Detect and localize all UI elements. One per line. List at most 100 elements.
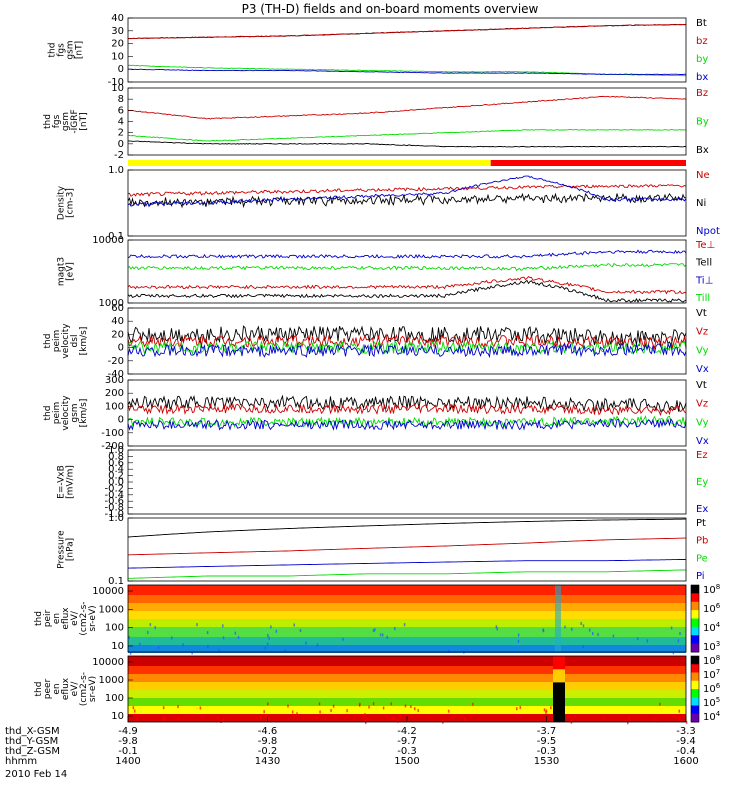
y-axis-label: [km/s] (79, 399, 89, 428)
spectrum-band (128, 631, 686, 633)
colorbar-label: 103 (703, 640, 720, 653)
spectrum-speckle (656, 719, 658, 723)
colorbar-label: 108 (703, 654, 720, 667)
x-axis-value: -9.4 (676, 736, 696, 747)
x-axis-value: 1530 (534, 756, 559, 767)
y-tick-label: 0.6 (108, 458, 124, 469)
x-axis-value: -9.5 (537, 736, 557, 747)
spectrum-speckle (393, 716, 396, 720)
colorbar-swatch (691, 680, 699, 690)
y-tick-label: 60 (111, 303, 124, 314)
spectrum-speckle (222, 636, 225, 640)
colorbar-frame (690, 655, 700, 723)
series-line (127, 418, 687, 431)
spectrum-speckle (139, 642, 141, 646)
spectrum-band (128, 704, 686, 706)
x-axis-value: -3.7 (537, 726, 557, 737)
colorbar-label: 104 (703, 710, 721, 723)
spectrum-burst (553, 669, 565, 683)
spectrum-band (128, 607, 686, 609)
series-line (127, 184, 687, 198)
spectrum-band (128, 623, 686, 625)
spectrum-speckle (550, 706, 552, 710)
y-tick-label: 6 (118, 105, 124, 116)
spectrum-speckle (627, 721, 629, 725)
x-axis-value: 1600 (673, 756, 698, 767)
spectrum-speckle (299, 629, 302, 633)
spectrum-band (128, 666, 686, 668)
y-tick-label: 40 (111, 13, 124, 24)
spectrum-speckle (207, 645, 209, 649)
spectrum-speckle (267, 702, 269, 706)
spectrum-speckle (679, 632, 681, 636)
y-tick-label: 0 (118, 139, 124, 150)
colorbar-label: 104 (703, 621, 721, 634)
y-tick-label: 0.1 (108, 576, 124, 587)
legend-label: Pe (696, 553, 708, 564)
spectrum-speckle (220, 719, 222, 723)
series-line (127, 140, 687, 148)
spectrum-band (128, 676, 686, 678)
spectrum-speckle (177, 717, 180, 721)
colorbar-swatch (691, 672, 699, 682)
y-axis-label: (cm2-s- (79, 672, 89, 706)
spectrum-band (128, 658, 686, 660)
y-tick-label: 10 (111, 51, 124, 62)
spectrum-speckle (129, 651, 132, 655)
y-tick-label: -40 (108, 369, 124, 380)
spectrum-band (128, 593, 686, 595)
colorbar-label: 107 (703, 668, 720, 681)
legend-label: Pi (696, 571, 705, 582)
y-tick-label: 1.0 (108, 513, 124, 524)
x-axis-value: 1400 (115, 756, 140, 767)
y-axis-label: gsm (61, 112, 71, 131)
colorbar-swatch (691, 593, 699, 603)
spectrum-band (128, 674, 686, 676)
spectrum-band (128, 662, 686, 664)
x-axis-value: -3.3 (676, 726, 696, 737)
y-axis-label: [cm-3] (66, 188, 76, 218)
spectrum-speckle (545, 709, 548, 713)
y-tick-label: 0.0 (108, 477, 124, 488)
spectrum-band (128, 635, 686, 637)
panel-6: -200 -100 0 100 200 300 Vt Vz Vy Vx thd peim velocit… (43, 375, 709, 452)
colorbar-swatch (691, 689, 699, 698)
x-axis-value: -0.4 (676, 746, 696, 757)
spectrum-speckle (582, 624, 585, 628)
y-axis-label: en (52, 613, 62, 624)
legend-label: Ex (696, 504, 708, 515)
y-axis-label: dsl (70, 335, 80, 348)
spectrum-speckle (582, 645, 585, 649)
spectrum-speckle (597, 633, 599, 637)
spectrum-gap (555, 585, 561, 652)
spectrum-speckle (543, 708, 546, 712)
y-axis-label: velocity (61, 323, 71, 359)
spectrum-band (128, 589, 686, 591)
y-axis-label: -IGRF (70, 109, 80, 133)
spectrum-speckle (346, 709, 348, 713)
x-axis-labels: thd_X-GSMthd_Y-GSMthd_Z-GSMhhmm-4.9-9.8-… (5, 716, 699, 767)
spectrum-band (128, 609, 686, 611)
y-axis-label: [nT] (79, 112, 89, 130)
y-tick-label: 4 (118, 117, 124, 128)
y-tick-label: 0.8 (108, 451, 124, 462)
spectrum-band (128, 647, 686, 649)
spectrum-band (128, 694, 686, 696)
legend-label: Vy (696, 345, 709, 356)
y-axis-label: Density (57, 185, 67, 220)
spectrum-speckle (170, 636, 173, 640)
spectrum-band (128, 686, 686, 688)
spectrum-speckle (128, 635, 130, 639)
spectrum-speckle (162, 706, 165, 710)
spectrum-speckle (234, 631, 237, 635)
spectrum-band (128, 660, 686, 662)
spectrum-band (128, 710, 686, 712)
y-tick-label: -100 (101, 428, 124, 439)
spectrum-speckle (413, 707, 416, 711)
spectrum-band (128, 619, 686, 621)
y-tick-label: 10000 (92, 657, 124, 668)
spectrum-band (128, 605, 686, 607)
legend-label: Te⊥ (695, 240, 715, 251)
y-axis-label: magt3 (57, 257, 67, 286)
